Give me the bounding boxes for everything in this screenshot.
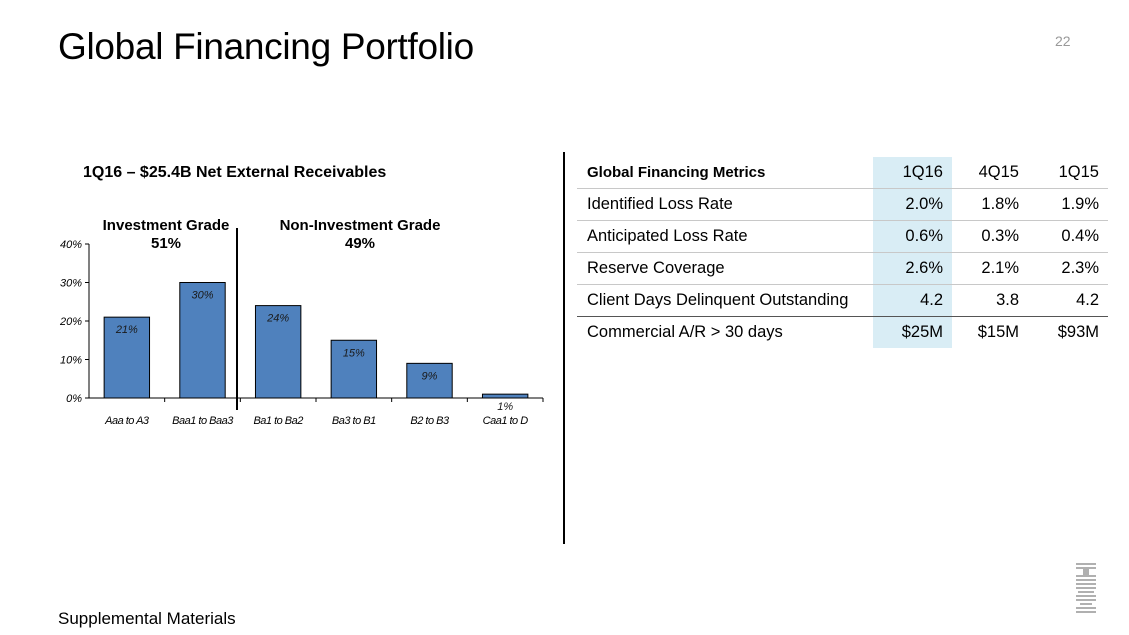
y-tick-label: 0%: [66, 393, 82, 405]
table-row: Reserve Coverage 2.6% 2.1% 2.3%: [577, 252, 1108, 285]
x-tick-label: Baa1 to Baa3: [172, 415, 234, 427]
slide-title: Global Financing Portfolio: [58, 26, 474, 67]
data-label: 15%: [343, 347, 365, 359]
page-number: 22: [1055, 33, 1071, 49]
table-row: Identified Loss Rate 2.0% 1.8% 1.9%: [577, 188, 1108, 221]
metric-label: Anticipated Loss Rate: [577, 220, 873, 253]
bar-chart: 0% 10% 20% 30% 40% 21% Aaa to A3 30% Baa1 to Baa…: [59, 239, 544, 427]
non-investment-grade-label: Non-Investment Grade 49%: [268, 217, 452, 253]
metric-label: Client Days Delinquent Outstanding: [577, 284, 873, 317]
data-label: 30%: [191, 290, 213, 302]
investment-grade-pct: 51%: [150, 235, 182, 252]
metric-value-1q16: 2.6%: [873, 252, 952, 285]
data-label: 9%: [422, 370, 438, 382]
y-tick-label: 40%: [60, 239, 82, 251]
metrics-header-1q15: 1Q15: [1028, 157, 1108, 189]
metric-value-4q15: 1.8%: [952, 188, 1028, 221]
x-tick-label: Ba1 to Ba2: [253, 415, 303, 427]
non-investment-grade-text: Non-Investment Grade: [279, 217, 441, 234]
metrics-header-row: Global Financing Metrics 1Q16 4Q15 1Q15: [577, 157, 1108, 189]
metrics-table: Global Financing Metrics 1Q16 4Q15 1Q15 …: [577, 157, 1108, 348]
metric-value-1q15: 0.4%: [1028, 220, 1108, 253]
metric-value-1q15: 2.3%: [1028, 252, 1108, 285]
metric-value-4q15: 2.1%: [952, 252, 1028, 285]
metrics-header-4q15: 4Q15: [952, 157, 1028, 189]
metrics-header-1q16: 1Q16: [873, 157, 952, 189]
investment-grade-label: Investment Grade 51%: [92, 217, 240, 253]
table-row: Commercial A/R > 30 days $25M $15M $93M: [577, 316, 1108, 348]
chart-title: 1Q16 – $25.4B Net External Receivables: [83, 164, 387, 181]
bar-ba3-to-b1: [330, 339, 378, 399]
metric-value-4q15: $15M: [977, 323, 1019, 341]
x-tick-label: Caa1 to D: [483, 415, 529, 427]
x-tick-label: Aaa to A3: [104, 415, 150, 427]
footer-text: Supplemental Materials: [58, 609, 236, 628]
metric-value-1q16: 2.0%: [873, 188, 952, 221]
bar-caa1-to-d: [481, 393, 529, 399]
x-tick-label: Ba3 to B1: [332, 415, 376, 427]
metric-value-4q15: 3.8: [952, 284, 1028, 317]
bar-baa1-to-baa3: [179, 282, 226, 399]
y-tick-label: 20%: [59, 316, 82, 328]
bar-b2-to-b3: [406, 362, 453, 399]
grade-divider: [236, 228, 238, 410]
metric-label: Reserve Coverage: [577, 252, 873, 285]
data-label: 24%: [266, 313, 289, 325]
data-label: 21%: [115, 324, 138, 336]
investment-grade-text: Investment Grade: [102, 217, 230, 234]
section-divider: [563, 152, 565, 544]
metric-label: Identified Loss Rate: [577, 188, 873, 221]
metric-value-4q15: 0.3%: [952, 220, 1028, 253]
metric-value-1q16: 0.6%: [873, 220, 952, 253]
non-investment-grade-pct: 49%: [344, 235, 376, 252]
ibm-logo: [1076, 563, 1096, 613]
metric-value-1q15: 4.2: [1028, 284, 1108, 317]
metric-value-1q16: $25M: [873, 316, 952, 348]
table-row: Client Days Delinquent Outstanding 4.2 3…: [577, 284, 1108, 317]
metric-value-1q15: 1.9%: [1028, 188, 1108, 221]
y-tick-label: 30%: [60, 278, 82, 290]
metrics-header-label: Global Financing Metrics: [577, 157, 873, 189]
bar-aaa-to-a3: [103, 316, 151, 399]
x-tick-label: B2 to B3: [410, 415, 450, 427]
bar-ba1-to-ba2: [254, 305, 302, 399]
metric-value-1q16: 4.2: [873, 284, 952, 317]
metric-label: Commercial A/R > 30 days: [587, 323, 783, 341]
data-label: 1%: [497, 401, 513, 413]
metric-value-1q15: $93M: [1057, 323, 1099, 341]
table-row: Anticipated Loss Rate 0.6% 0.3% 0.4%: [577, 220, 1108, 253]
y-tick-label: 10%: [60, 355, 82, 367]
